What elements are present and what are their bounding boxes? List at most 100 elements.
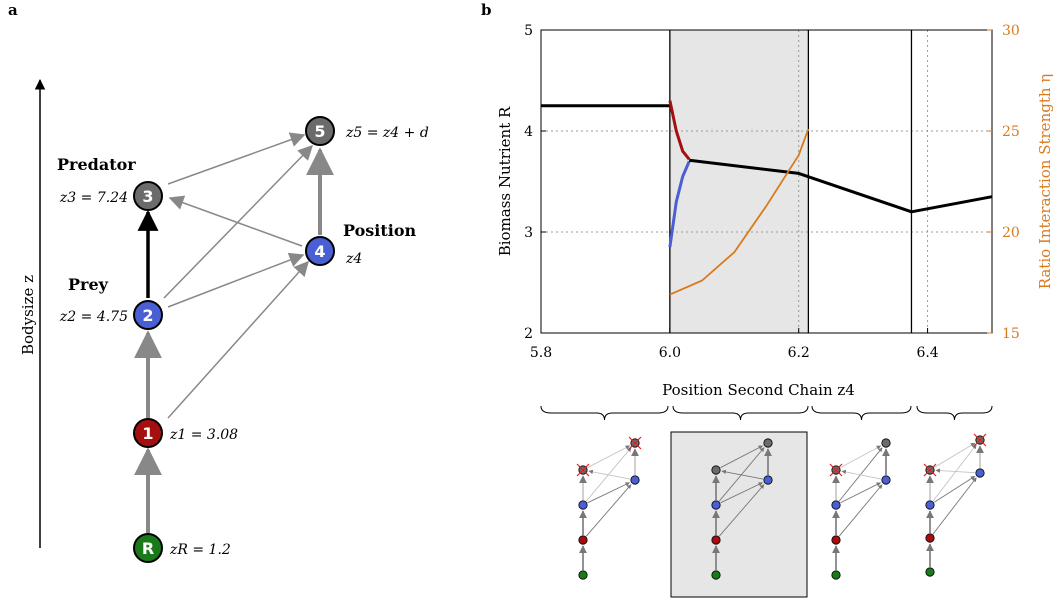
- mini-edge: [587, 445, 631, 469]
- brace: [916, 405, 993, 421]
- role-position: Position: [343, 221, 417, 240]
- node-4-value: z4: [345, 251, 362, 267]
- brace: [540, 405, 669, 421]
- x-tick-label: 6.4: [916, 345, 938, 361]
- mini-node: [831, 535, 841, 545]
- y-axis-label: Biomass Nutrient R: [496, 106, 514, 256]
- node-4: 4: [305, 236, 335, 266]
- mini-node: [578, 500, 588, 510]
- brace: [672, 405, 809, 421]
- mini-shaded-box: [670, 431, 808, 598]
- node-3-circle: [133, 181, 163, 211]
- edge-2-4: [167, 252, 305, 308]
- extinct-x-icon: [829, 463, 843, 477]
- mini-edge: [840, 482, 882, 504]
- mini-edge: [721, 469, 764, 480]
- node-5-circle: [305, 116, 335, 146]
- x-tick-label: 6.0: [659, 345, 681, 361]
- mini-node: [763, 438, 773, 448]
- y-tick-label: 4: [524, 124, 533, 140]
- node-5-label: 5: [314, 122, 325, 141]
- node-4-circle: [305, 236, 335, 266]
- panel-a-label: a: [8, 1, 18, 19]
- mini-edge: [934, 442, 976, 468]
- mini-node: [711, 500, 721, 510]
- node-1-value: z1 = 3.08: [169, 427, 238, 443]
- node-3-value: z3 = 7.24: [59, 190, 128, 206]
- role-predator: Predator: [57, 155, 136, 174]
- mini-edge: [838, 484, 883, 537]
- mini-node: [831, 500, 841, 510]
- mini-node: [630, 475, 640, 485]
- role-prey: Prey: [68, 275, 109, 294]
- x-tick-label: 5.8: [530, 345, 552, 361]
- series-line: [668, 100, 691, 161]
- edge-3-5: [167, 132, 306, 185]
- series-line: [668, 160, 691, 248]
- mini-edge: [587, 482, 630, 504]
- node-5: 5: [305, 116, 335, 146]
- extinct-x-icon: [973, 433, 987, 447]
- extinct-x-icon: [576, 463, 590, 477]
- mini-node: [925, 500, 935, 510]
- mini-node: [925, 567, 935, 577]
- mini-edge: [933, 475, 976, 503]
- mini-edge: [588, 469, 631, 480]
- mini-node: [578, 535, 588, 545]
- series-line: [689, 158, 993, 214]
- y2-axis-label: Ratio Interaction Strength η: [1036, 74, 1054, 290]
- y-tick-label: 2: [524, 326, 533, 342]
- mini-edge: [935, 468, 976, 474]
- mini-node: [763, 475, 773, 485]
- node-R-label: R: [142, 539, 154, 558]
- x-axis-label: Position Second Chain z4: [662, 381, 855, 399]
- chart: 5.8 6.0 6.2 6.4 2 3 4 5 15 20 25 30 Position Second …: [496, 23, 1054, 399]
- node-2-value: z2 = 4.75: [59, 309, 128, 325]
- node-1-circle: [133, 418, 163, 448]
- extinct-x-icon: [628, 436, 642, 450]
- node-4-label: 4: [314, 242, 325, 261]
- plot-frame: [540, 29, 993, 334]
- brace: [811, 405, 912, 421]
- mini-edge: [720, 482, 763, 504]
- mini-node: [711, 535, 721, 545]
- y2-tick-label: 30: [1002, 23, 1020, 39]
- panel-b-label: b: [481, 1, 492, 19]
- mini-node: [881, 438, 891, 448]
- node-2-circle: [133, 300, 163, 330]
- node-5-value: z5 = z4 + d: [345, 125, 429, 141]
- node-R-circle: [133, 533, 163, 563]
- mini-node: [925, 533, 935, 543]
- extinct-x-icon: [923, 463, 937, 477]
- mini-edge: [841, 469, 882, 480]
- series-line: [669, 128, 810, 296]
- mini-edge: [720, 445, 764, 469]
- mini-edge: [932, 477, 977, 535]
- range-braces: [540, 405, 993, 421]
- node-3: 3: [133, 181, 163, 211]
- node-3-label: 3: [142, 187, 153, 206]
- mini-node: [711, 570, 721, 580]
- panel-b: b 5.8 6.0 6.2 6.4 2 3 4 5 15 20 25 30 Position Secon…: [481, 1, 1054, 598]
- mini-node: [578, 570, 588, 580]
- x-tick-label: 6.2: [788, 345, 810, 361]
- mini-node: [711, 465, 721, 475]
- shaded-region: [669, 30, 809, 333]
- node-2: 2: [133, 300, 163, 330]
- y-tick-label: 5: [524, 23, 533, 39]
- mini-node: [831, 570, 841, 580]
- y-tick-label: 3: [524, 225, 533, 241]
- y2-tick-label: 20: [1002, 225, 1020, 241]
- node-1-label: 1: [142, 424, 153, 443]
- y2-tick-label: 15: [1002, 326, 1020, 342]
- mini-edge: [718, 484, 765, 537]
- mini-edge: [585, 447, 632, 502]
- y2-tick-label: 25: [1002, 124, 1020, 140]
- mini-edge: [932, 444, 977, 502]
- mini-edge: [838, 447, 883, 502]
- mini-node: [975, 468, 985, 478]
- bodysize-axis-label: Bodysize z: [19, 275, 37, 355]
- edge-1-4: [167, 260, 310, 419]
- mini-edge: [585, 484, 632, 537]
